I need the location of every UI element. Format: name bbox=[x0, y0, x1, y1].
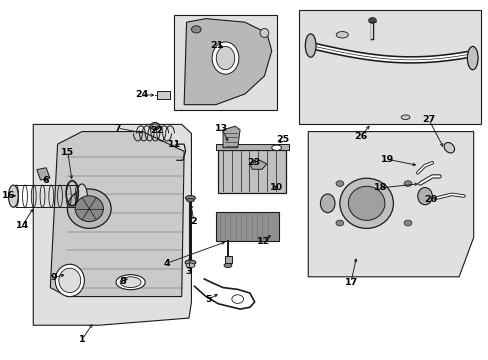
Circle shape bbox=[403, 181, 411, 186]
Text: 27: 27 bbox=[422, 115, 435, 124]
Text: 5: 5 bbox=[205, 294, 211, 303]
Text: 8: 8 bbox=[119, 276, 125, 285]
Ellipse shape bbox=[347, 186, 384, 220]
Polygon shape bbox=[215, 144, 288, 149]
Text: 25: 25 bbox=[276, 135, 289, 144]
Ellipse shape bbox=[467, 46, 477, 70]
Text: 20: 20 bbox=[424, 195, 437, 204]
Ellipse shape bbox=[59, 268, 81, 293]
Ellipse shape bbox=[185, 195, 195, 200]
Text: 17: 17 bbox=[344, 278, 357, 287]
Ellipse shape bbox=[443, 143, 454, 153]
Text: 26: 26 bbox=[353, 132, 366, 141]
Polygon shape bbox=[307, 132, 473, 277]
Circle shape bbox=[231, 295, 243, 303]
Text: 4: 4 bbox=[163, 259, 170, 268]
Polygon shape bbox=[174, 15, 276, 110]
Ellipse shape bbox=[212, 42, 239, 74]
Ellipse shape bbox=[271, 145, 281, 150]
Text: 9: 9 bbox=[51, 273, 58, 282]
Text: 23: 23 bbox=[246, 158, 260, 167]
Polygon shape bbox=[223, 126, 240, 148]
Ellipse shape bbox=[216, 46, 234, 70]
Text: 18: 18 bbox=[373, 183, 386, 192]
Text: 12: 12 bbox=[256, 237, 269, 246]
Text: 10: 10 bbox=[269, 183, 283, 192]
Bar bbox=[218, 149, 286, 193]
Text: 13: 13 bbox=[215, 123, 228, 132]
Circle shape bbox=[368, 18, 376, 23]
Bar bbox=[215, 212, 279, 241]
Ellipse shape bbox=[120, 277, 141, 288]
Text: 15: 15 bbox=[61, 148, 74, 157]
Ellipse shape bbox=[77, 184, 87, 208]
Ellipse shape bbox=[400, 115, 409, 120]
Polygon shape bbox=[50, 132, 184, 297]
Text: 11: 11 bbox=[167, 140, 181, 149]
Polygon shape bbox=[33, 125, 191, 325]
Text: 1: 1 bbox=[79, 335, 85, 344]
Polygon shape bbox=[249, 160, 266, 169]
Bar bbox=[157, 91, 169, 99]
Circle shape bbox=[191, 26, 201, 33]
Polygon shape bbox=[184, 19, 271, 105]
Ellipse shape bbox=[186, 198, 194, 202]
Text: 19: 19 bbox=[380, 155, 393, 164]
Bar bbox=[37, 168, 50, 180]
Text: 6: 6 bbox=[42, 176, 49, 185]
Ellipse shape bbox=[320, 194, 334, 213]
Polygon shape bbox=[298, 10, 480, 125]
Ellipse shape bbox=[55, 264, 84, 297]
Circle shape bbox=[335, 220, 343, 226]
Text: 21: 21 bbox=[210, 41, 223, 50]
Circle shape bbox=[150, 123, 160, 130]
Ellipse shape bbox=[417, 188, 431, 205]
Bar bbox=[224, 256, 231, 263]
Text: 7: 7 bbox=[114, 123, 121, 132]
Ellipse shape bbox=[67, 189, 111, 228]
Text: 16: 16 bbox=[2, 191, 16, 200]
Text: 3: 3 bbox=[185, 267, 192, 276]
Ellipse shape bbox=[336, 32, 347, 38]
Ellipse shape bbox=[186, 263, 194, 268]
Ellipse shape bbox=[8, 185, 18, 207]
Ellipse shape bbox=[339, 178, 393, 228]
Ellipse shape bbox=[305, 34, 315, 57]
Circle shape bbox=[403, 220, 411, 226]
Ellipse shape bbox=[116, 275, 145, 290]
Circle shape bbox=[335, 181, 343, 186]
Circle shape bbox=[152, 124, 158, 129]
Text: 22: 22 bbox=[149, 126, 163, 135]
Text: 14: 14 bbox=[16, 221, 29, 230]
Ellipse shape bbox=[75, 196, 103, 222]
Ellipse shape bbox=[260, 28, 268, 37]
Ellipse shape bbox=[224, 263, 231, 267]
Text: 24: 24 bbox=[135, 90, 148, 99]
Ellipse shape bbox=[185, 260, 195, 265]
Text: 2: 2 bbox=[190, 217, 197, 226]
